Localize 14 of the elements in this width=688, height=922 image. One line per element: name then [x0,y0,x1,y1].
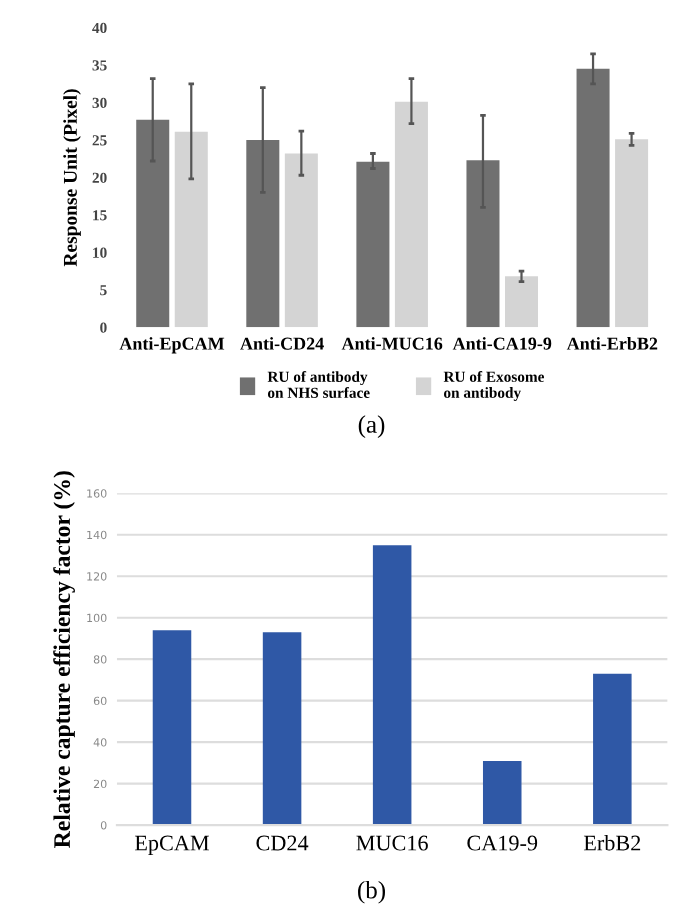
text: (a) [358,415,385,438]
x-tick-label: EpCAM [134,835,210,856]
x-tick-label: Anti-MUC16 [341,337,443,350]
x-tick-label: CD24 [256,835,309,851]
x-tick-label: MUC16 [356,835,428,851]
x-tick-label: Anti-EpCAM [119,337,225,354]
y-axis-title: Relative capture efficiency factor (%) [53,471,75,848]
x-tick-label: Anti-CD24 [240,337,324,350]
text: (b) [358,880,385,904]
x-tick-label: CA19-9 [467,835,538,851]
x-tick-label: Anti-ErbB2 [566,337,658,350]
x-tick-label: Anti-CA19-9 [452,337,552,350]
x-tick-label: ErbB2 [583,834,641,851]
y-axis-title: Response Unit (Pixel) [63,89,81,267]
